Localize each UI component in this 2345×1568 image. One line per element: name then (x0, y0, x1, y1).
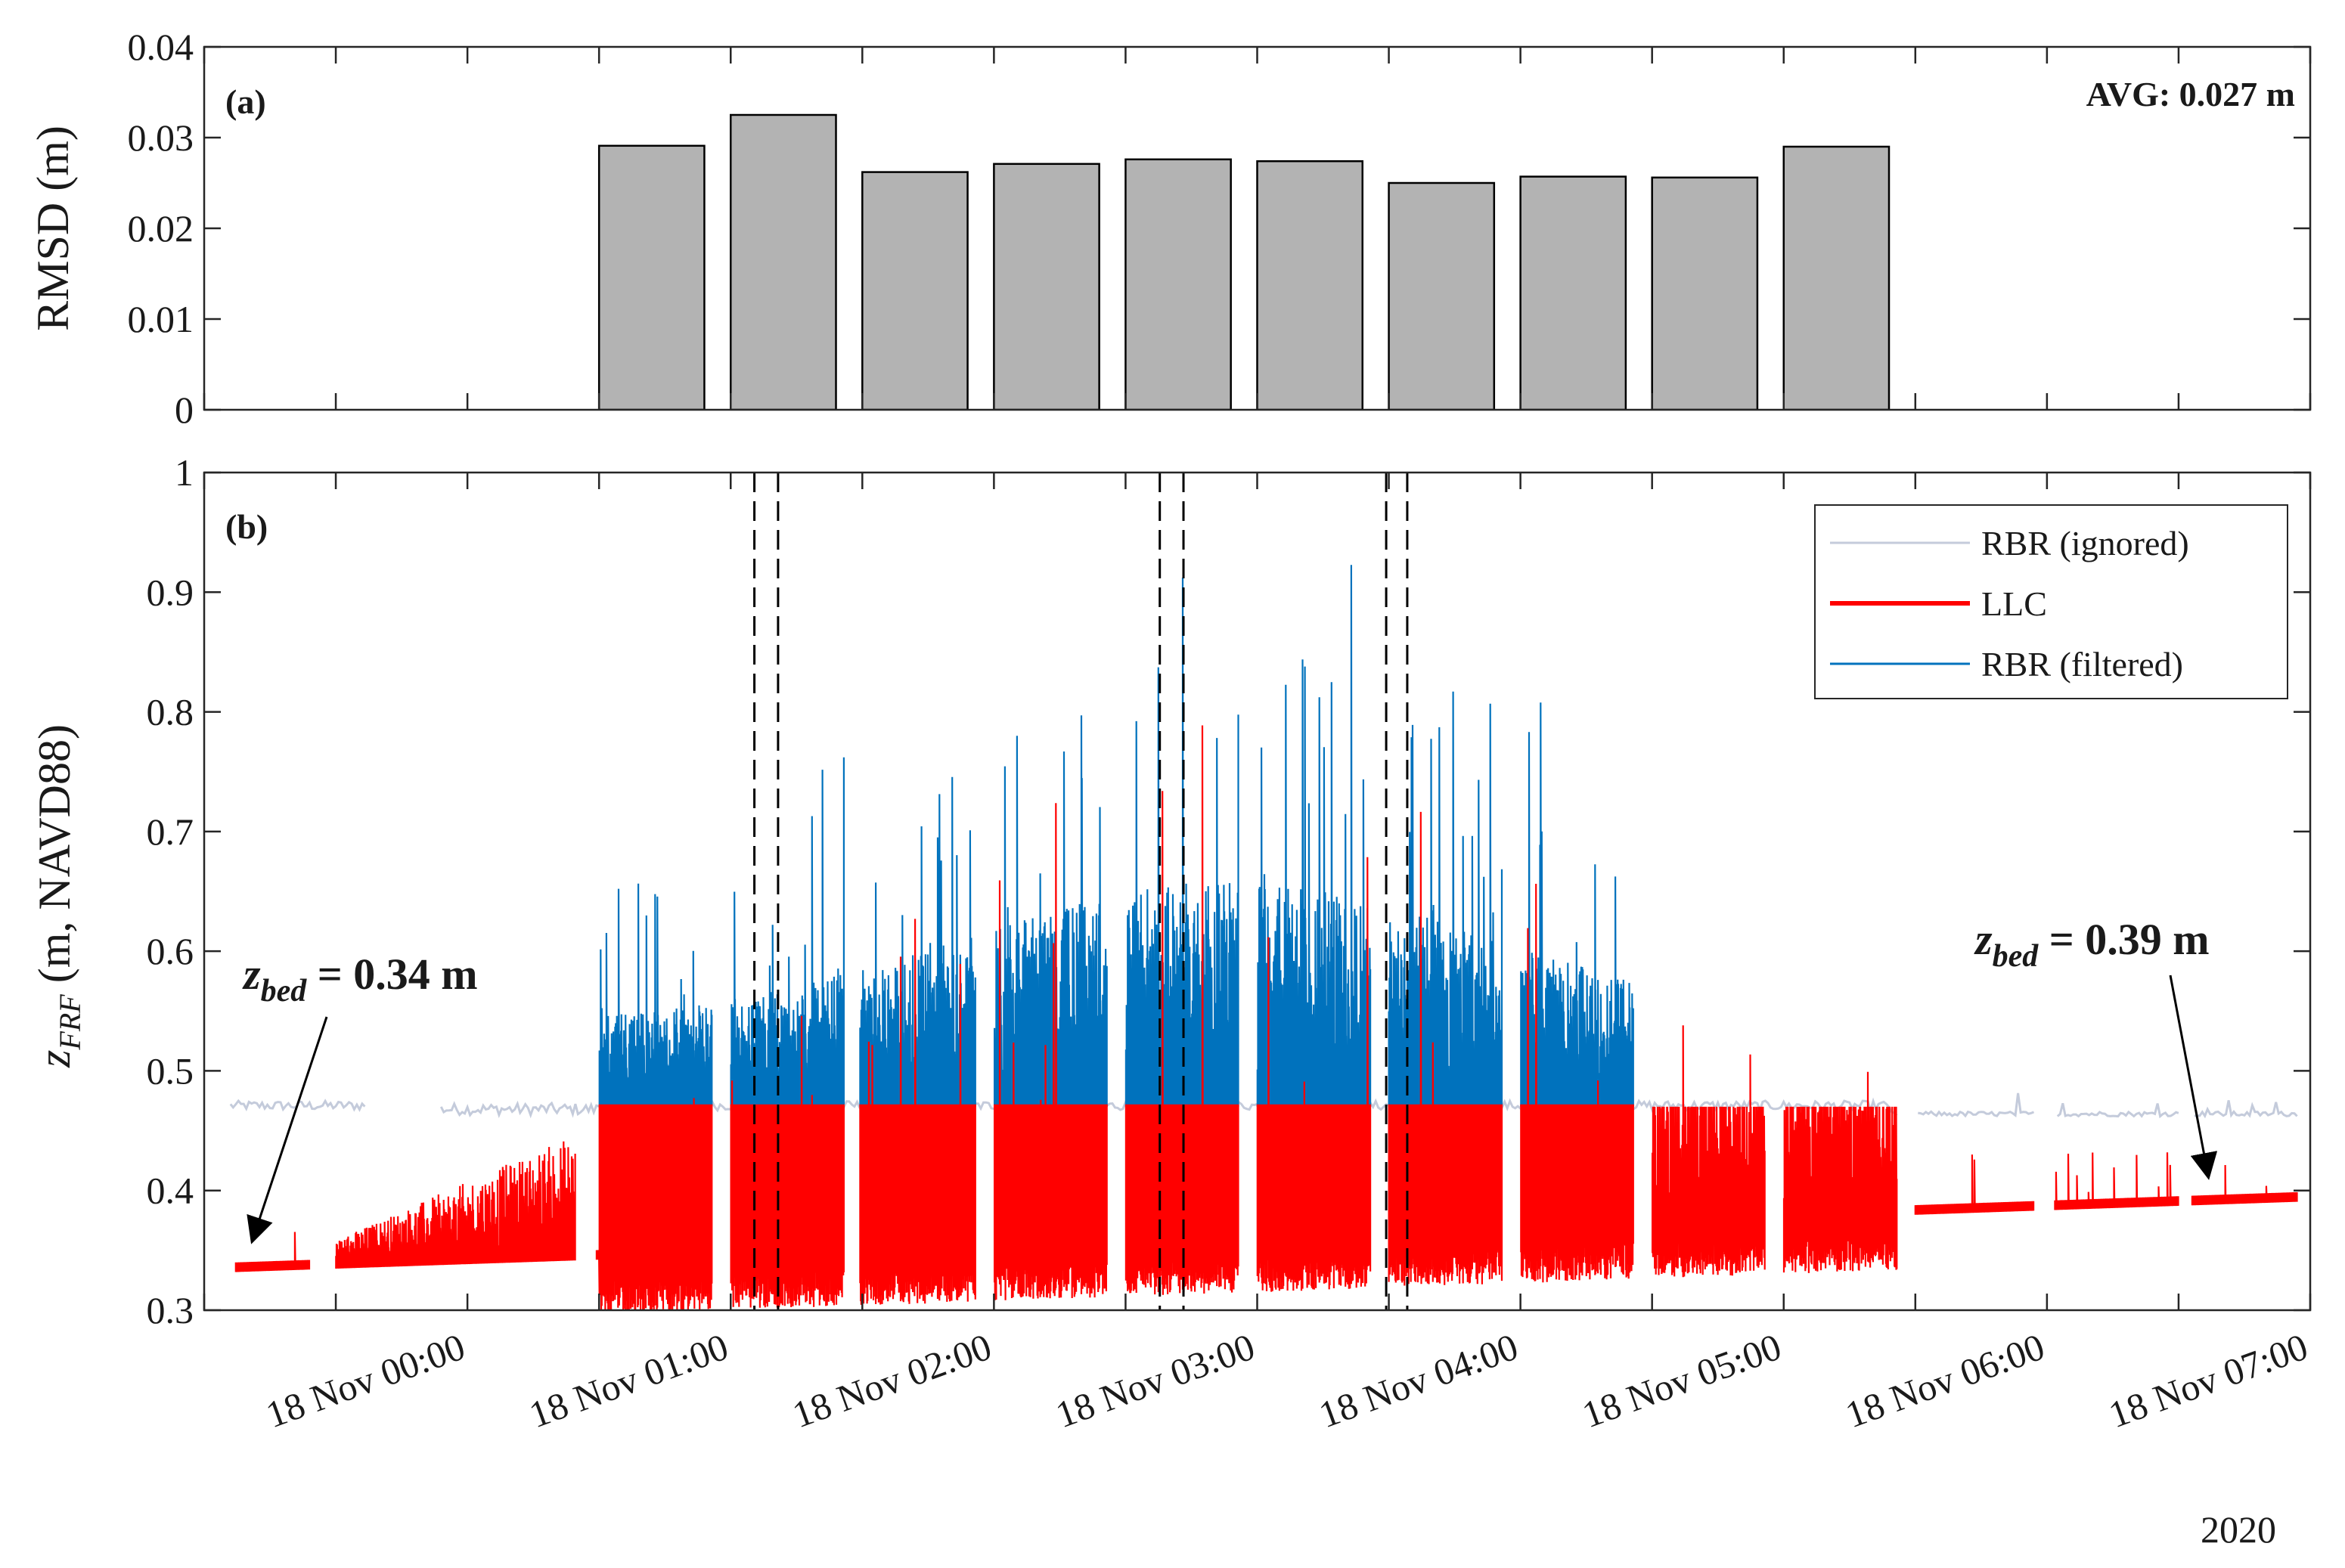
a-ytick-label: 0.03 (128, 116, 194, 159)
panel-b-dashed-lines (753, 473, 1409, 1310)
avg-annotation: AVG: 0.027 m (2086, 75, 2295, 113)
series-rbr-filtered-line (598, 565, 1634, 1107)
zbed-right-arrow (2169, 975, 2218, 1180)
zbed-right-main: z (1974, 915, 1993, 964)
b-xtick-label: 18 Nov 05:00 (1577, 1325, 1787, 1436)
b-ytick-label: 1 (175, 451, 194, 494)
zbed-annotation-right: zbed = 0.39 m (1974, 915, 2218, 1180)
panel-b: 0.3 0.4 0.5 0.6 0.7 0.8 0.9 1 18 Nov 00:00 18 Nov… (29, 451, 2313, 1551)
panel-a-ylabel: RMSD (m) (28, 126, 78, 331)
zbed-right-text: zbed = 0.39 m (1974, 915, 2210, 974)
a-ytick-label: 0.04 (128, 26, 194, 68)
bar-8 (1519, 175, 1627, 410)
a-ytick-label: 0 (175, 389, 194, 431)
legend-label-llc: LLC (1981, 584, 2047, 623)
panel-b-label: (b) (225, 507, 268, 546)
zbed-left-rest: = 0.34 m (306, 950, 477, 999)
bar-1 (597, 144, 706, 410)
series-llc-line (234, 725, 2298, 1310)
b-xtick-label: 18 Nov 04:00 (1314, 1325, 1524, 1436)
legend-label-rbr-filtered: RBR (filtered) (1981, 645, 2183, 683)
panel-b-ylabel: zFRF (m, NAVD88) (29, 724, 87, 1068)
b-ytick-label: 0.7 (147, 810, 194, 853)
bar-7 (1388, 181, 1496, 410)
b-xtick-label: 18 Nov 06:00 (1840, 1325, 2050, 1436)
panel-b-ylabel-rest: (m, NAVD88) (29, 724, 79, 994)
legend: RBR (ignored) LLC RBR (filtered) (1814, 504, 2288, 699)
b-xtick-label: 18 Nov 01:00 (523, 1325, 734, 1436)
bar-10 (1782, 145, 1891, 410)
bar-6 (1256, 160, 1363, 410)
b-xtick-label: 18 Nov 00:00 (260, 1325, 470, 1436)
a-ytick-label: 0.01 (128, 298, 194, 340)
panel-a-bars (597, 113, 1891, 410)
b-xtick-label: 18 Nov 02:00 (787, 1325, 997, 1436)
panel-b-frame (203, 471, 2312, 1312)
panel-a-frame (203, 45, 2312, 411)
panel-b-series (229, 565, 2298, 1310)
b-ytick-label: 0.4 (147, 1170, 194, 1212)
zbed-left-main: z (242, 950, 261, 999)
b-ytick-label: 0.8 (147, 691, 194, 733)
zbed-right-rest: = 0.39 m (2038, 915, 2209, 964)
b-ytick-label: 0.3 (147, 1289, 194, 1331)
panel-b-ylabel-sub: FRF (53, 994, 87, 1051)
b-xtick-label: 18 Nov 03:00 (1050, 1325, 1261, 1436)
panel-a-label: (a) (225, 82, 266, 121)
b-xtick-label: 18 Nov 07:00 (2103, 1325, 2313, 1436)
bar-4 (993, 163, 1100, 410)
zbed-left-sub: bed (261, 974, 308, 1009)
b-ytick-label: 0.9 (147, 571, 194, 613)
a-ytick-label: 0.02 (128, 207, 194, 249)
bar-3 (861, 171, 969, 410)
zbed-left-arrow (247, 1016, 328, 1244)
bar-2 (730, 113, 837, 410)
bar-9 (1651, 176, 1759, 410)
zbed-left-text: zbed = 0.34 m (242, 950, 478, 1009)
b-ytick-label: 0.6 (147, 930, 194, 972)
panel-a: 0 0.01 0.02 0.03 0.04 (a) AVG: 0.027 m RMSD … (28, 26, 2312, 431)
zbed-annotation-left: zbed = 0.34 m (242, 950, 478, 1244)
legend-label-rbr-ignored: RBR (ignored) (1981, 524, 2189, 562)
zbed-right-sub: bed (1993, 939, 2039, 974)
panel-b-ylabel-main: z (29, 1050, 79, 1068)
year-label: 2020 (2201, 1508, 2276, 1551)
bar-5 (1124, 158, 1232, 410)
panel-a-ticks: 0 0.01 0.02 0.03 0.04 (128, 26, 2312, 431)
b-ytick-label: 0.5 (147, 1049, 194, 1092)
